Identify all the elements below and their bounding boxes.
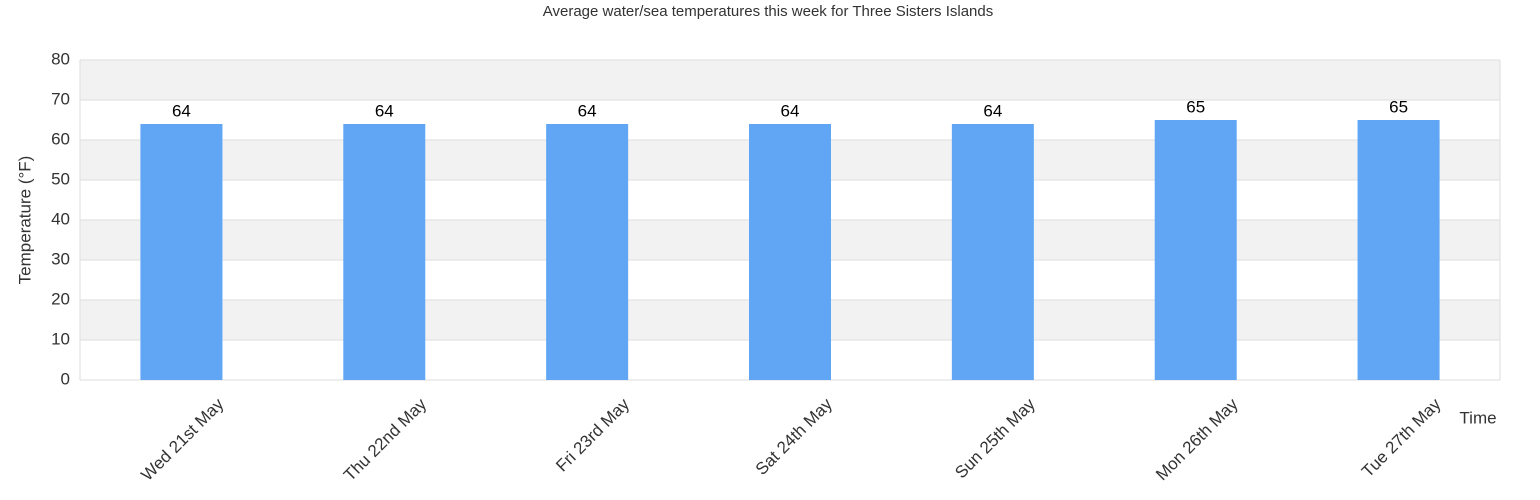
bar bbox=[951, 124, 1034, 380]
x-tick-label: Wed 21st May bbox=[137, 394, 227, 484]
data-label: 64 bbox=[578, 101, 597, 120]
bar bbox=[343, 124, 426, 380]
x-tick-label: Tue 27th May bbox=[1358, 394, 1445, 481]
data-label: 64 bbox=[781, 101, 800, 120]
y-axis-label: Temperature (°F) bbox=[15, 156, 34, 285]
y-tick-label: 80 bbox=[51, 49, 70, 68]
plot-band bbox=[80, 60, 1500, 100]
bar bbox=[140, 124, 223, 380]
data-label: 64 bbox=[983, 101, 1002, 120]
data-label: 64 bbox=[172, 101, 191, 120]
data-label: 65 bbox=[1389, 97, 1408, 116]
y-tick-label: 10 bbox=[51, 329, 70, 348]
x-tick-label: Sun 25th May bbox=[951, 394, 1039, 482]
chart-title: Average water/sea temperatures this week… bbox=[543, 3, 994, 20]
bar bbox=[546, 124, 629, 380]
y-tick-label: 30 bbox=[51, 249, 70, 268]
x-axis-label: Time bbox=[1459, 408, 1496, 427]
x-tick-label: Thu 22nd May bbox=[340, 394, 431, 485]
x-tick-label: Sat 24th May bbox=[752, 394, 837, 479]
bar bbox=[749, 124, 831, 380]
bar bbox=[1357, 120, 1440, 380]
data-label: 64 bbox=[375, 101, 394, 120]
y-tick-label: 70 bbox=[51, 89, 70, 108]
data-label: 65 bbox=[1186, 97, 1205, 116]
y-tick-label: 50 bbox=[51, 169, 70, 188]
x-tick-label: Mon 26th May bbox=[1152, 394, 1242, 484]
x-tick-label: Fri 23rd May bbox=[552, 394, 633, 475]
y-tick-label: 20 bbox=[51, 289, 70, 308]
y-tick-label: 60 bbox=[51, 129, 70, 148]
y-tick-label: 40 bbox=[51, 209, 70, 228]
bar bbox=[1154, 120, 1237, 380]
y-tick-label: 0 bbox=[61, 369, 70, 388]
